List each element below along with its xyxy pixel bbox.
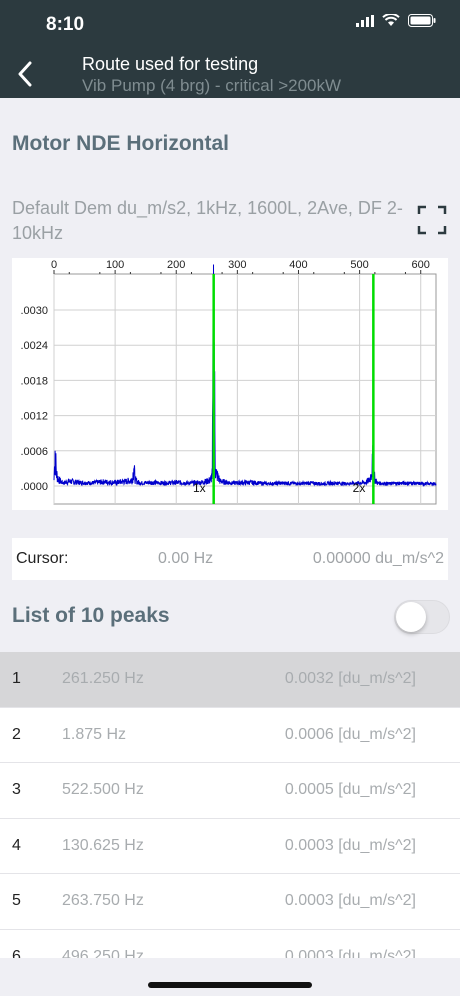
peak-index: 6	[12, 947, 21, 965]
home-area	[0, 958, 460, 996]
spectrum-chart[interactable]: 0 100 200 300 400 500 600 .0030 .0024 .0018 .0012.…	[12, 258, 448, 510]
nav-header: Route used for testing Vib Pump (4 brg) …	[0, 50, 460, 98]
plot-area	[53, 273, 437, 505]
y-tick-label: .0030	[20, 305, 48, 317]
back-button[interactable]	[8, 54, 42, 94]
harmonic-marker-label: 2x	[353, 481, 366, 495]
header-subtitle: Vib Pump (4 brg) - critical >200kW	[82, 76, 342, 95]
peak-index: 4	[12, 836, 21, 854]
spectrum-description: Default Dem du_m/s2, 1kHz, 1600L, 2Ave, …	[12, 198, 403, 243]
x-tick-label: 200	[167, 259, 185, 271]
content: Motor NDE Horizontal Default Dem du_m/s2…	[0, 98, 460, 996]
peak-frequency: 261.250 Hz	[62, 670, 144, 687]
x-tick-label: 600	[412, 259, 430, 271]
measurement-point-title: Motor NDE Horizontal	[12, 132, 229, 155]
chevron-left-icon	[18, 61, 32, 87]
peak-frequency: 522.500 Hz	[62, 781, 144, 798]
cursor-readout: Cursor: 0.00 Hz 0.00000 du_m/s^2	[12, 538, 448, 580]
y-tick-label: .0006	[20, 446, 48, 458]
peak-index: 1	[12, 670, 21, 687]
peak-amplitude: 0.0003 [du_m/s^2]	[284, 836, 416, 854]
peak-amplitude: 0.0006 [du_m/s^2]	[284, 725, 416, 743]
y-tick-label: .0018	[20, 375, 48, 387]
toggle-knob	[396, 602, 426, 632]
spectrum-chart-svg[interactable]: 0 100 200 300 400 500 600 .0030 .0024 .0018 .0012.…	[12, 258, 448, 510]
peak-amplitude: 0.0005 [du_m/s^2]	[284, 781, 416, 798]
y-tick-label: .0000	[20, 481, 48, 493]
peak-row[interactable]: 5 263.750 Hz 0.0003 [du_m/s^2]	[0, 874, 460, 930]
peak-row[interactable]: 1 261.250 Hz 0.0032 [du_m/s^2]	[0, 652, 460, 708]
wifi-icon	[382, 14, 400, 26]
x-tick-label: 400	[289, 259, 307, 271]
peak-index: 3	[12, 781, 21, 798]
y-tick-label: .0024	[20, 340, 48, 352]
x-tick-label: 500	[350, 259, 368, 271]
harmonic-marker-label: 1x	[193, 481, 206, 495]
battery-icon	[408, 14, 436, 27]
peak-frequency: 263.750 Hz	[62, 892, 144, 909]
peak-index: 2	[12, 725, 21, 743]
header-title: Route used for testing	[82, 54, 259, 74]
y-tick-label: .0012	[20, 411, 48, 423]
status-bar: 8:10	[0, 0, 460, 50]
peak-row[interactable]: 4 130.625 Hz 0.0003 [du_m/s^2]	[0, 818, 460, 874]
spectrum-trace	[53, 264, 437, 487]
cursor-amplitude: 0.00000 du_m/s^2	[312, 550, 444, 567]
status-icons	[356, 14, 436, 27]
cursor-label: Cursor:	[16, 550, 69, 567]
cursor-frequency: 0.00 Hz	[158, 550, 214, 567]
signal-icon	[356, 14, 374, 27]
home-indicator[interactable]	[148, 982, 312, 988]
peak-frequency: 130.625 Hz	[62, 836, 144, 854]
peak-amplitude: 0.0003 [du_m/s^2]	[284, 892, 416, 909]
peak-row[interactable]: 2 1.875 Hz 0.0006 [du_m/s^2]	[0, 707, 460, 763]
peak-row[interactable]: 3 522.500 Hz 0.0005 [du_m/s^2]	[0, 763, 460, 819]
peaks-title: List of 10 peaks	[12, 604, 170, 627]
peak-list: 1 261.250 Hz 0.0032 [du_m/s^2] 2 1.875 Hz 0.0…	[0, 652, 460, 985]
peak-index: 5	[12, 892, 21, 909]
expand-icon	[417, 205, 447, 235]
x-tick-label: 300	[228, 259, 246, 271]
peaks-toggle[interactable]	[394, 600, 450, 634]
x-tick-label: 0	[51, 259, 57, 271]
x-tick-label: 100	[106, 259, 124, 271]
peak-frequency: 1.875 Hz	[62, 725, 127, 743]
peak-amplitude: 0.0032 [du_m/s^2]	[284, 670, 416, 687]
status-time: 8:10	[46, 14, 85, 35]
fullscreen-button[interactable]	[416, 204, 448, 236]
